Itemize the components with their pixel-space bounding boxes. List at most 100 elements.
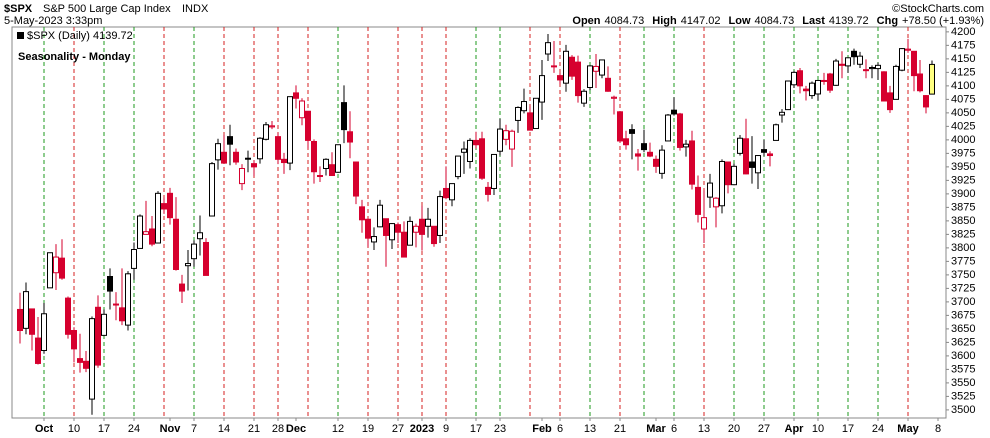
x-tick-label: 24 <box>872 423 884 435</box>
candle-body <box>83 360 89 369</box>
candle-body <box>203 241 209 276</box>
quote-value: 4139.72 <box>829 15 869 27</box>
candle-body <box>803 88 809 92</box>
candle-body <box>221 151 227 164</box>
candle-body <box>119 307 125 322</box>
candle-body <box>599 59 605 76</box>
candle-body <box>833 60 839 86</box>
candle-body <box>821 79 827 82</box>
candle-body <box>185 263 191 267</box>
y-tick-label: 4150 <box>951 53 975 65</box>
candle-body <box>875 64 881 70</box>
candle-body <box>779 111 785 116</box>
candle-body <box>245 157 251 160</box>
x-tick-label: 6 <box>557 423 563 435</box>
x-tick-label: 2023 <box>410 423 434 435</box>
candle-body <box>761 149 767 153</box>
candle-body <box>137 215 143 249</box>
candle-body <box>287 96 293 164</box>
x-tick-label: 27 <box>758 423 770 435</box>
candle-body <box>911 50 917 77</box>
candle-body <box>395 224 401 233</box>
x-tick-label: 24 <box>128 423 140 435</box>
candle-body <box>563 50 569 84</box>
y-tick-label: 3675 <box>951 309 975 321</box>
candle-body <box>71 330 77 350</box>
y-tick-label: 3950 <box>951 161 975 173</box>
candle-body <box>59 257 65 279</box>
marks <box>17 27 935 418</box>
quote-label: High <box>652 15 677 27</box>
candle-body <box>17 308 23 332</box>
candle-body <box>713 197 719 208</box>
candle-body <box>41 313 47 351</box>
x-tick-label: Feb <box>532 423 552 435</box>
candle-body <box>365 218 371 239</box>
y-tick-label: 3700 <box>951 296 975 308</box>
candle-body <box>521 101 527 112</box>
candle-body <box>557 75 563 81</box>
y-tick-label: 3650 <box>951 323 975 335</box>
y-tick-label: 3725 <box>951 282 975 294</box>
exchange: INDX <box>182 3 209 15</box>
candle-body <box>143 231 149 235</box>
candle-body <box>77 358 83 363</box>
candle-body <box>173 218 179 270</box>
candle-body <box>719 160 725 207</box>
x-tick-label: Dec <box>286 423 306 435</box>
x-tick-label: 17 <box>98 423 110 435</box>
candle-body <box>797 70 803 87</box>
candle-body <box>209 163 215 217</box>
y-tick-label: 4075 <box>951 93 975 105</box>
y-tick-label: 4200 <box>951 26 975 38</box>
candle-body <box>413 225 419 233</box>
candle-body <box>407 220 413 246</box>
x-tick-label: 23 <box>494 423 506 435</box>
candle-body <box>701 217 707 230</box>
x-tick-label: 21 <box>248 423 260 435</box>
y-tick-label: 3500 <box>951 404 975 416</box>
candle-body <box>887 92 893 111</box>
watermark: ©StockCharts.com <box>892 3 984 15</box>
candle-body <box>773 124 779 141</box>
candle-body <box>467 139 473 162</box>
quote-label: Chg <box>877 15 898 27</box>
x-tick-label: 14 <box>218 423 230 435</box>
quote-value: 4147.02 <box>681 15 721 27</box>
x-tick-label: 21 <box>614 423 626 435</box>
candle-body <box>929 63 935 95</box>
x-tick-label: Oct <box>35 423 54 435</box>
candle-body <box>371 236 377 243</box>
y-tick-label: 3975 <box>951 147 975 159</box>
candle-body <box>359 206 365 221</box>
candle-body <box>641 143 647 151</box>
y-tick-label: 3900 <box>951 188 975 200</box>
y-tick-label: 3625 <box>951 336 975 348</box>
candle-body <box>125 273 131 326</box>
candle-body <box>89 318 95 400</box>
x-tick-label: 9 <box>443 423 449 435</box>
x-tick-label: Mar <box>646 423 666 435</box>
candle-body <box>431 225 437 245</box>
candle-body <box>401 231 407 258</box>
x-tick-label: 6 <box>671 423 677 435</box>
y-tick-label: 4000 <box>951 134 975 146</box>
candle-body <box>329 164 335 177</box>
candle-body <box>461 148 467 153</box>
legend-swatch <box>17 32 24 39</box>
y-tick-label: 4175 <box>951 39 975 51</box>
candle-body <box>893 65 899 100</box>
candle-body <box>587 65 593 88</box>
candle-body <box>851 50 857 58</box>
legend-text: $SPX (Daily) 4139.72 <box>27 30 133 42</box>
legend-value: 4139.72 <box>93 30 133 42</box>
x-tick-label: 17 <box>842 423 854 435</box>
candle-body <box>527 112 533 131</box>
x-tick-label: May <box>897 423 919 435</box>
candle-body <box>257 137 263 160</box>
y-tick-label: 3800 <box>951 242 975 254</box>
x-tick-label: Nov <box>160 423 182 435</box>
candle-body <box>479 138 485 179</box>
candle-body <box>473 139 479 146</box>
candle-body <box>311 140 317 173</box>
